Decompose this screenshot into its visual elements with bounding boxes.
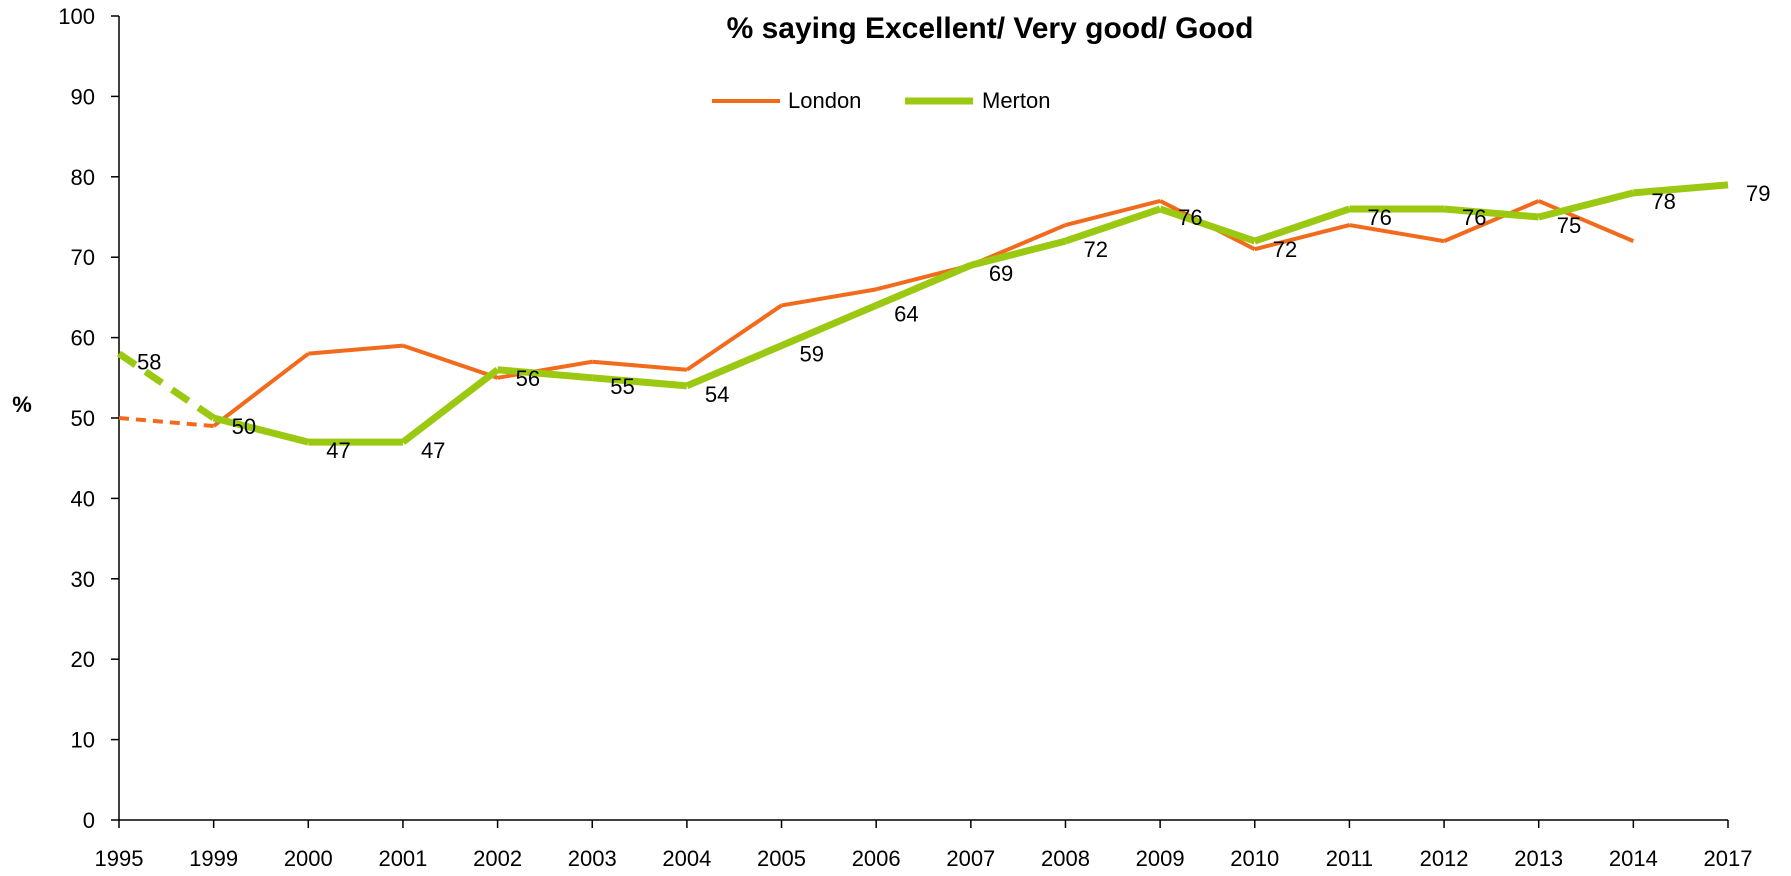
y-axis-label: % [12,392,32,417]
series-merton-segment [1158,205,1256,245]
series-merton-segment [1633,181,1729,197]
data-label-merton: 64 [894,301,918,326]
series-london-segment [1064,198,1161,227]
series-london-segment [1537,199,1635,243]
x-tick-label: 2008 [1041,846,1090,871]
data-label-merton: 76 [1462,205,1486,230]
axes [118,16,1728,821]
data-label-merton: 56 [516,366,540,391]
legend: London Merton [712,88,1050,113]
x-tick-label: 2014 [1609,846,1658,871]
series-london-segment [1254,223,1350,252]
x-tick-label: 2006 [852,846,901,871]
series-lines [117,181,1729,446]
data-label-merton: 69 [989,261,1013,286]
x-tick-label: 1995 [95,846,144,871]
y-tick-label: 70 [71,245,95,270]
series-merton-segment [497,366,593,382]
data-label-merton: 78 [1651,189,1675,214]
data-label-merton: 54 [705,382,729,407]
legend-label-merton: Merton [982,88,1050,113]
x-tick-label: 2012 [1420,846,1469,871]
y-tick-label: 50 [71,406,95,431]
series-london-segment [118,416,214,429]
x-tick-label: 2003 [568,846,617,871]
series-merton-segment [969,237,1067,269]
series-london-segment [212,352,310,428]
y-tick-label: 80 [71,165,95,190]
y-tick-label: 20 [71,647,95,672]
series-london-segment [1349,223,1445,244]
series-london-segment [308,343,404,356]
data-label-merton: 76 [1367,205,1391,230]
series-london-segment [1443,199,1540,243]
x-tick-label: 2002 [473,846,522,871]
data-label-merton: 47 [326,438,350,463]
x-tick-label: 2000 [284,846,333,871]
data-label-merton: 58 [137,350,161,375]
x-tick-label: 1999 [189,846,238,871]
series-london-segment [497,359,593,380]
series-merton-segment [212,414,310,446]
x-tick-label: 2011 [1326,846,1373,871]
y-tick-label: 10 [71,728,95,753]
series-merton-segment [1537,189,1635,221]
y-tick-label: 90 [71,84,95,109]
series-london-segment [781,287,877,308]
data-label-merton: 50 [232,414,256,439]
x-tick-label: 2010 [1230,846,1279,871]
legend-label-london: London [788,88,861,113]
chart-title: % saying Excellent/ Very good/ Good [727,12,1254,45]
data-label-merton: 79 [1746,181,1770,206]
x-tick-label: 2013 [1514,846,1563,871]
data-label-merton: 55 [610,374,634,399]
y-tick-label: 30 [71,567,95,592]
series-london-segment [402,343,499,380]
series-merton-segment [874,262,973,309]
series-merton-segment [1443,205,1540,221]
series-merton-segment [591,374,688,390]
x-tick-label: 2009 [1136,846,1185,871]
series-merton-segment [1253,205,1351,245]
series-merton-segment [780,302,878,349]
series-merton-segment [685,342,783,390]
data-label-merton: 72 [1273,237,1297,262]
series-london-segment [685,303,783,372]
x-tick-label: 2017 [1704,846,1753,871]
y-tick-label: 60 [71,326,95,351]
y-tick-label: 40 [71,486,95,511]
y-tick-label: 100 [58,4,95,29]
x-tick-label: 2005 [757,846,806,871]
data-label-merton: 47 [421,438,445,463]
x-axis-ticks: 1995 1999 2000 2001 2002 2003 2004 2005 2006 2007… [95,820,1753,871]
data-label-merton: 76 [1178,205,1202,230]
x-tick-label: 2007 [946,846,995,871]
data-label-merton: 72 [1083,237,1107,262]
series-merton-segment [1064,205,1162,245]
x-tick-label: 2001 [378,846,427,871]
y-tick-label: 0 [83,808,95,833]
data-label-merton: 59 [800,342,824,367]
y-axis-ticks: 0 10 20 30 40 50 60 70 80 90 100 [58,4,119,833]
series-london-segment [592,359,688,372]
data-label-merton: 75 [1557,213,1581,238]
series-merton-segment [117,350,216,421]
series-merton-segment [400,366,500,445]
x-tick-label: 2004 [662,846,711,871]
data-labels: 58 50 47 47 56 55 54 59 64 69 72 76 72 76 76 75 78 79 [137,181,1770,463]
